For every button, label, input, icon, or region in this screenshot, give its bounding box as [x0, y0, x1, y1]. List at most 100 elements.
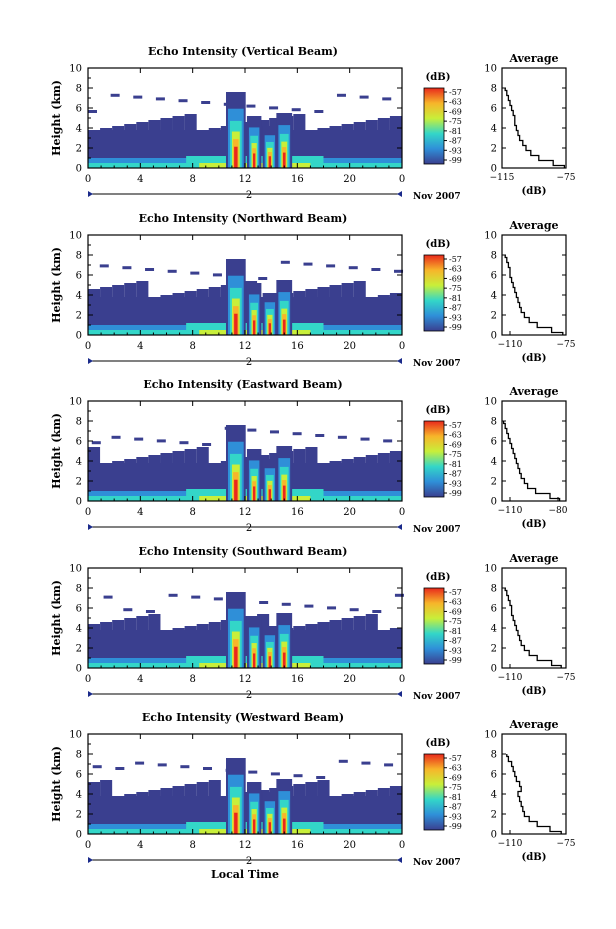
profile-y-tick-label: 10 [484, 730, 497, 741]
y-tick-label: 8 [76, 750, 82, 761]
profile-x-label: (dB) [522, 686, 547, 697]
colorbar-tick-label: -69 [449, 274, 462, 283]
profile-y-tick-label: 4 [491, 790, 497, 801]
echo-speckle [248, 770, 258, 774]
echo-speckle [280, 260, 290, 264]
x-tick-label: 12 [239, 674, 252, 685]
echo-speckle [326, 264, 336, 268]
panel-title: Echo Intensity (Westward Beam) [142, 711, 344, 724]
echo-speckle [337, 435, 347, 439]
echo-layer-top [88, 447, 101, 463]
echo-layer-top [365, 790, 378, 796]
colorbar-tick-label: -57 [449, 754, 462, 763]
y-tick-label: 4 [76, 457, 82, 468]
x-tick-label: 4 [137, 674, 143, 685]
echo-field [88, 259, 404, 335]
echo-layer-top [293, 449, 306, 463]
y-axis-label: Height (km) [50, 413, 63, 489]
profile-y-tick-label: 10 [484, 231, 497, 242]
profile-y-tick-label: 4 [491, 624, 497, 635]
echo-speckle [133, 95, 143, 99]
echo-layer-top [196, 447, 209, 463]
date-marker: 2 [246, 357, 252, 368]
echo-layer-top [305, 782, 318, 796]
echo-layer-top [172, 451, 185, 463]
profile-line [506, 754, 562, 834]
colorbar-tick-label: -81 [449, 627, 462, 636]
profile-y-tick-label: 0 [491, 830, 497, 841]
echo-speckle [336, 93, 346, 97]
echo-layer-top [208, 780, 221, 796]
x-tick-label: 0 [85, 674, 91, 685]
echo-layer-top [353, 122, 366, 130]
date-marker: 2 [246, 690, 252, 701]
profile-y-tick-label: 2 [491, 477, 497, 488]
echo-speckle [316, 776, 326, 779]
panel-4: Echo Intensity (Southward Beam) Height (k… [50, 545, 576, 702]
y-axis-label: Height (km) [50, 80, 63, 156]
echo-layer-top [100, 128, 113, 130]
profile-y-tick-label: 0 [491, 164, 497, 175]
echo-speckle [314, 110, 324, 113]
y-tick-label: 2 [76, 144, 82, 155]
echo-layer-top [293, 114, 306, 130]
profile-x-tick-label: −110 [498, 506, 523, 516]
echo-layer-top [341, 459, 354, 463]
x-tick-label: 20 [343, 840, 356, 851]
convective-column [282, 652, 286, 668]
echo-field [88, 425, 402, 501]
echo-layer-top [172, 116, 185, 130]
colorbar-tick-label: -93 [449, 646, 462, 655]
profile-y-tick-label: 8 [491, 584, 497, 595]
y-tick-label: 6 [76, 770, 82, 781]
profile-frame [501, 67, 567, 169]
y-tick-label: 2 [76, 810, 82, 821]
y-axis-label: Height (km) [50, 580, 63, 656]
echo-speckle [371, 268, 381, 271]
echo-layer-top [196, 289, 209, 297]
echo-layer-top [341, 283, 354, 297]
y-tick-label: 10 [69, 564, 82, 575]
convective-column [234, 146, 238, 168]
echo-speckle [191, 595, 201, 599]
echo-layer-top [353, 457, 366, 463]
echo-layer-top [112, 285, 125, 297]
echo-speckle [383, 439, 393, 443]
profile-title: Average [508, 219, 558, 232]
echo-speckle [135, 761, 145, 765]
panel-2: Echo Intensity (Northward Beam) Height (k… [50, 212, 576, 369]
echo-layer-top [196, 782, 209, 796]
x-tick-label: 4 [137, 840, 143, 851]
y-tick-label: 0 [76, 164, 82, 175]
echo-speckle [258, 277, 268, 280]
date-line-start-marker [88, 857, 93, 863]
x-tick-label: 12 [239, 341, 252, 352]
profile-x-label: (dB) [522, 353, 547, 364]
echo-speckle [361, 761, 371, 765]
profile-title: Average [508, 52, 558, 65]
echo-speckle [168, 593, 178, 597]
profile-y-tick-label: 0 [491, 664, 497, 675]
echo-layer-top [136, 616, 149, 630]
profile-line [504, 588, 562, 668]
date-marker: 2 [246, 190, 252, 201]
echo-speckle [291, 108, 301, 112]
profile-x-label: (dB) [522, 186, 547, 197]
echo-layer-top [160, 295, 173, 297]
profile-x-label: (dB) [522, 852, 547, 863]
echo-layer-top [88, 289, 101, 297]
colorbar-tick-label: -75 [449, 117, 462, 126]
colorbar-tick-label: -57 [449, 88, 462, 97]
echo-speckle [92, 765, 102, 769]
x-tick-label: 16 [291, 507, 304, 518]
echo-layer-top [148, 790, 161, 796]
x-tick-label: 0 [399, 840, 405, 851]
colorbar-tick-label: -57 [449, 421, 462, 430]
profile-y-tick-label: 6 [491, 437, 497, 448]
x-tick-label: 12 [239, 507, 252, 518]
y-tick-label: 6 [76, 437, 82, 448]
echo-layer-top [377, 295, 390, 297]
echo-layer-top [389, 451, 402, 463]
echo-speckle [382, 97, 392, 101]
date-label: Nov 2007 [413, 192, 461, 202]
